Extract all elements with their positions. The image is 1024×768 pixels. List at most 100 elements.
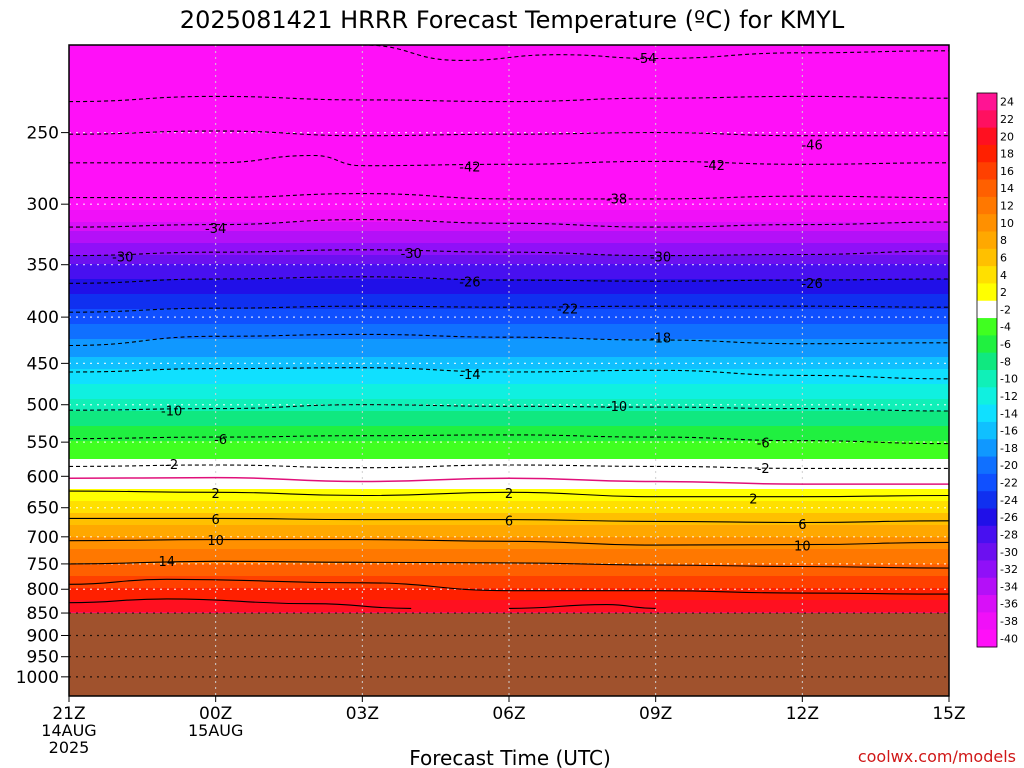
colorbar-swatch (977, 300, 997, 319)
contour-label: -42 (459, 161, 480, 176)
y-tick-label: 1000 (16, 668, 59, 688)
temperature-band (69, 174, 949, 178)
temperature-band (69, 234, 949, 238)
colorbar-label: -30 (1000, 546, 1018, 559)
temperature-band (69, 156, 949, 160)
colorbar-label: -12 (1000, 390, 1018, 403)
temperature-band (69, 510, 949, 514)
temperature-band (69, 348, 949, 352)
colorbar-swatch (977, 629, 997, 648)
temperature-band (69, 546, 949, 550)
temperature-band (69, 294, 949, 298)
colorbar-swatch (977, 179, 997, 198)
x-tick-label: 00Z (199, 704, 232, 724)
colorbar-label: 2 (1000, 286, 1007, 299)
temperature-band (69, 318, 949, 322)
temperature-band (69, 522, 949, 526)
contour-label: 10 (794, 540, 811, 555)
colorbar-swatch (977, 370, 997, 388)
contour-label: -14 (459, 368, 480, 383)
colorbar-label: 18 (1000, 148, 1014, 161)
contour-line (69, 517, 949, 524)
colorbar-swatch (977, 473, 997, 492)
colorbar-swatch (977, 525, 997, 544)
x-tick-date: 14AUG (41, 721, 96, 740)
temperature-band (69, 600, 949, 604)
colorbar-swatch (977, 110, 997, 129)
contour-label: -30 (401, 247, 422, 262)
temperature-band (69, 222, 949, 226)
colorbar-label: 14 (1000, 182, 1014, 195)
contour-label: -42 (704, 159, 725, 174)
temperature-band (69, 168, 949, 172)
temperature-band (69, 216, 949, 220)
x-tick-date: 15AUG (188, 721, 243, 740)
temperature-band (69, 78, 949, 82)
colorbar-label: -40 (1000, 632, 1018, 645)
contour-line (69, 560, 949, 569)
colorbar-label: -22 (1000, 477, 1018, 490)
temperature-band (69, 330, 949, 334)
colorbar-label: 12 (1000, 200, 1014, 213)
colorbar-swatch (977, 266, 997, 284)
contour-label: -26 (459, 276, 480, 291)
contour-line (69, 333, 949, 347)
temperature-band (69, 528, 949, 532)
temperature-band (69, 408, 949, 412)
temperature-band (69, 258, 949, 262)
temperature-band (69, 144, 949, 148)
temperature-band (69, 336, 949, 340)
contour-label: -30 (650, 250, 671, 265)
colorbar-label: 16 (1000, 165, 1014, 178)
contour-label: -18 (650, 332, 671, 347)
colorbar-label: -24 (1000, 494, 1018, 507)
temperature-band (69, 450, 949, 454)
contour-line (69, 578, 949, 595)
colorbar-label: -38 (1000, 615, 1018, 628)
colorbar-label: 20 (1000, 130, 1014, 143)
contour-label: 6 (505, 514, 513, 529)
contour-line (69, 476, 949, 485)
colorbar-swatch (977, 595, 997, 613)
x-tick-label: 09Z (639, 704, 672, 724)
y-tick-label: 450 (27, 354, 59, 374)
colorbar: 24 22 20 18 16 14 12 10 8 6 4 2 -2 -4 -6 -8 -10 -12 -14 -16… (976, 92, 1018, 648)
contour-label: 14 (159, 555, 176, 570)
temperature-band (69, 312, 949, 316)
contour-label: -10 (161, 404, 182, 419)
temperature-band (69, 396, 949, 400)
temperature-band (69, 264, 949, 268)
temperature-band (69, 54, 949, 58)
temperature-band (69, 270, 949, 274)
contour-line (69, 598, 412, 609)
temperature-band (69, 102, 949, 106)
temperature-band (69, 480, 949, 484)
temperature-band (69, 432, 949, 436)
contour-label: -26 (801, 277, 822, 292)
colorbar-label: -2 (1000, 303, 1011, 316)
colorbar-swatch (977, 543, 997, 561)
temperature-band (69, 384, 949, 388)
temperature-band (69, 66, 949, 70)
colorbar-label: -16 (1000, 425, 1018, 438)
colorbar-swatch (977, 352, 997, 371)
x-tick-label: 06Z (492, 704, 525, 724)
colorbar-label: -10 (1000, 373, 1018, 386)
temperature-band (69, 162, 949, 166)
contour-line (69, 154, 949, 167)
colorbar-swatch (977, 439, 997, 458)
contour-label: -54 (635, 52, 656, 67)
y-tick-label: 750 (27, 555, 59, 575)
contour-label: 10 (207, 534, 224, 549)
colorbar-swatch (977, 577, 997, 596)
temperature-band (69, 462, 949, 466)
temperature-band (69, 438, 949, 442)
temperature-band (69, 204, 949, 208)
colorbar-swatch (977, 404, 997, 423)
temperature-band (69, 300, 949, 304)
temperature-band (69, 594, 949, 598)
y-tick-label: 950 (27, 648, 59, 668)
temperature-contours (69, 45, 949, 609)
